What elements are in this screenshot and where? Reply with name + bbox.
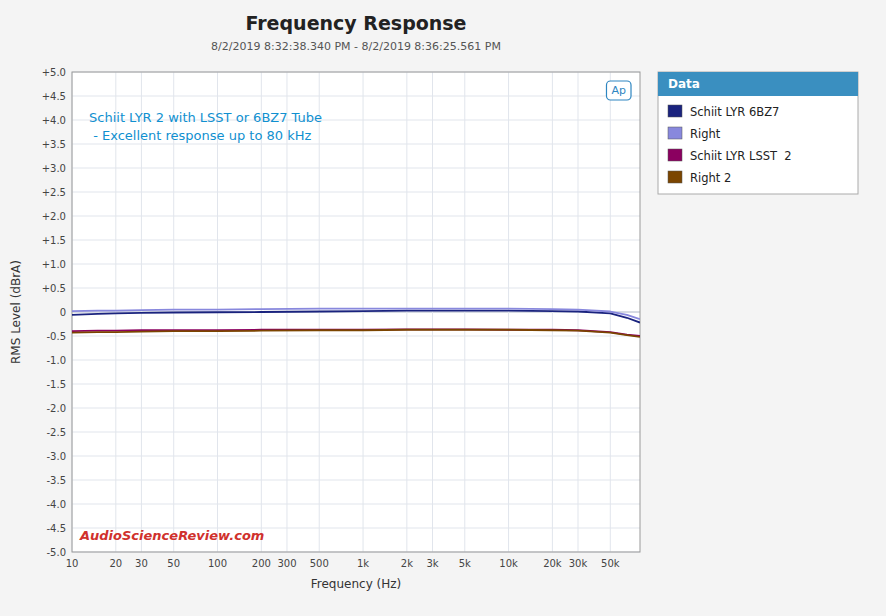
- x-tick-label: 300: [277, 558, 296, 569]
- x-tick-label: 10k: [499, 558, 518, 569]
- legend-frame: [658, 72, 858, 194]
- x-grid-line: [432, 72, 433, 552]
- x-grid-line: [552, 72, 553, 552]
- x-grid-line: [141, 72, 142, 552]
- axes: -5.0 -4.5 -4.0 -3.5 -3.0 -2.5 -2.0 -1.5 -1.0 -0.5…: [42, 67, 620, 570]
- y-grid-line: [72, 216, 640, 217]
- y-tick-label: -4.0: [46, 499, 66, 510]
- x-tick-label: 2k: [401, 558, 413, 569]
- y-tick-label: +1.0: [42, 259, 66, 270]
- y-grid-line: [72, 432, 640, 433]
- y-grid-line: [72, 504, 640, 505]
- y-tick-label: -1.5: [46, 379, 66, 390]
- x-tick-label: 30k: [569, 558, 588, 569]
- x-tick-label: 1k: [357, 558, 369, 569]
- legend: Data Schiit LYR 6BZ7 Right Schiit LYR LSST …: [658, 72, 858, 194]
- y-tick-label: +5.0: [42, 67, 66, 78]
- x-tick-label: 100: [208, 558, 227, 569]
- y-tick-label: -3.5: [46, 475, 66, 486]
- legend-swatch: [668, 105, 682, 117]
- logo-text: Ap: [611, 84, 626, 97]
- legend-label: Schiit LYR 6BZ7: [690, 105, 779, 119]
- y-tick-label: +0.5: [42, 283, 66, 294]
- legend-title: Data: [668, 77, 700, 91]
- chart: -5.0 -4.5 -4.0 -3.5 -3.0 -2.5 -2.0 -1.5 -1.0 -0.5…: [0, 0, 886, 616]
- y-tick-label: -2.5: [46, 427, 66, 438]
- y-axis-label: RMS Level (dBrA): [9, 260, 23, 364]
- annotation: Schiit LYR 2 with LSST or 6BZ7 Tube: [89, 110, 322, 125]
- y-tick-label: -5.0: [46, 547, 66, 558]
- y-tick-label: 0: [60, 307, 66, 318]
- background: [0, 0, 886, 616]
- x-tick-label: 3k: [426, 558, 438, 569]
- legend-header: [658, 72, 858, 96]
- legend-label: Right 2: [690, 171, 731, 185]
- y-grid-line: [72, 168, 640, 169]
- lines: [72, 309, 640, 337]
- plot-area: [72, 72, 640, 552]
- y-grid-line: [72, 408, 640, 409]
- y-tick-label: +3.5: [42, 139, 66, 150]
- x-axis-label: Frequency (Hz): [311, 577, 402, 591]
- x-tick-label: 20: [109, 558, 122, 569]
- logo-box: [606, 81, 631, 100]
- x-grid-line: [363, 72, 364, 552]
- legend-swatch: [668, 149, 682, 161]
- x-tick-label: 20k: [543, 558, 562, 569]
- watermark: AudioScienceReview.com: [79, 528, 264, 543]
- y-grid-line: [72, 264, 640, 265]
- y-tick-label: -2.0: [46, 403, 66, 414]
- x-grid-line: [464, 72, 465, 552]
- y-grid-line: [72, 144, 640, 145]
- y-tick-label: -3.0: [46, 451, 66, 462]
- series-line: [72, 311, 640, 323]
- series-line: [72, 329, 640, 336]
- legend-swatch: [668, 171, 682, 183]
- x-tick-label: 5k: [459, 558, 471, 569]
- series-line: [72, 309, 640, 320]
- y-tick-label: +1.5: [42, 235, 66, 246]
- y-grid-line: [72, 480, 640, 481]
- x-tick-label: 10: [66, 558, 79, 569]
- annotation: - Excellent response up to 80 kHz: [89, 128, 311, 143]
- x-tick-label: 500: [310, 558, 329, 569]
- y-tick-label: +4.0: [42, 115, 66, 126]
- x-tick-label: 50: [167, 558, 180, 569]
- y-grid-line: [72, 240, 640, 241]
- y-tick-label: -0.5: [46, 331, 66, 342]
- legend-swatch: [668, 127, 682, 139]
- y-grid-line: [72, 192, 640, 193]
- y-tick-label: +3.0: [42, 163, 66, 174]
- x-grid-line: [508, 72, 509, 552]
- legend-label: Schiit LYR LSST 2: [690, 149, 792, 163]
- series-line: [72, 330, 640, 337]
- y-grid-line: [72, 336, 640, 337]
- y-grid-line: [72, 360, 640, 361]
- x-grid-line: [115, 72, 116, 552]
- legend-label: Right: [690, 127, 721, 141]
- y-grid-line: [72, 384, 640, 385]
- x-grid-line: [406, 72, 407, 552]
- y-tick-label: +2.0: [42, 211, 66, 222]
- logo: Ap: [606, 81, 631, 100]
- x-tick-label: 50k: [601, 558, 620, 569]
- y-tick-label: +2.5: [42, 187, 66, 198]
- x-tick-label: 200: [252, 558, 271, 569]
- y-grid-line: [72, 456, 640, 457]
- subtitle: 8/2/2019 8:32:38.340 PM - 8/2/2019 8:36:…: [211, 40, 501, 53]
- y-tick-label: +4.5: [42, 91, 66, 102]
- title: Frequency Response: [245, 12, 466, 34]
- y-grid-line: [72, 288, 640, 289]
- x-tick-label: 30: [135, 558, 148, 569]
- grid: [72, 72, 640, 552]
- y-grid-line: [72, 96, 640, 97]
- y-tick-label: -1.0: [46, 355, 66, 366]
- plot-frame: [72, 72, 640, 552]
- y-tick-label: -4.5: [46, 523, 66, 534]
